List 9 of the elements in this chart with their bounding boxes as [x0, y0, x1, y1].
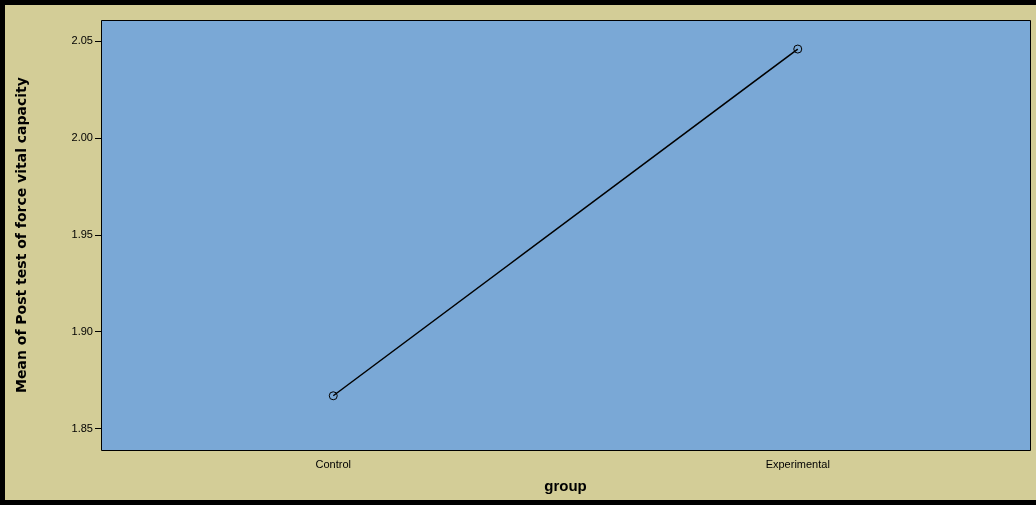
y-tick-label: 1.85 [71, 421, 93, 434]
y-tick-label: 1.90 [71, 324, 93, 337]
y-axis-title: Mean of Post test of force vital capacity [13, 77, 30, 393]
y-tick-label: 2.00 [71, 131, 93, 144]
y-tick-label: 2.05 [71, 34, 93, 47]
y-tick-label: 1.95 [71, 228, 93, 241]
x-axis-title: group [544, 477, 587, 495]
x-tick-label: Experimental [765, 457, 830, 470]
x-tick-label: Control [315, 457, 351, 470]
